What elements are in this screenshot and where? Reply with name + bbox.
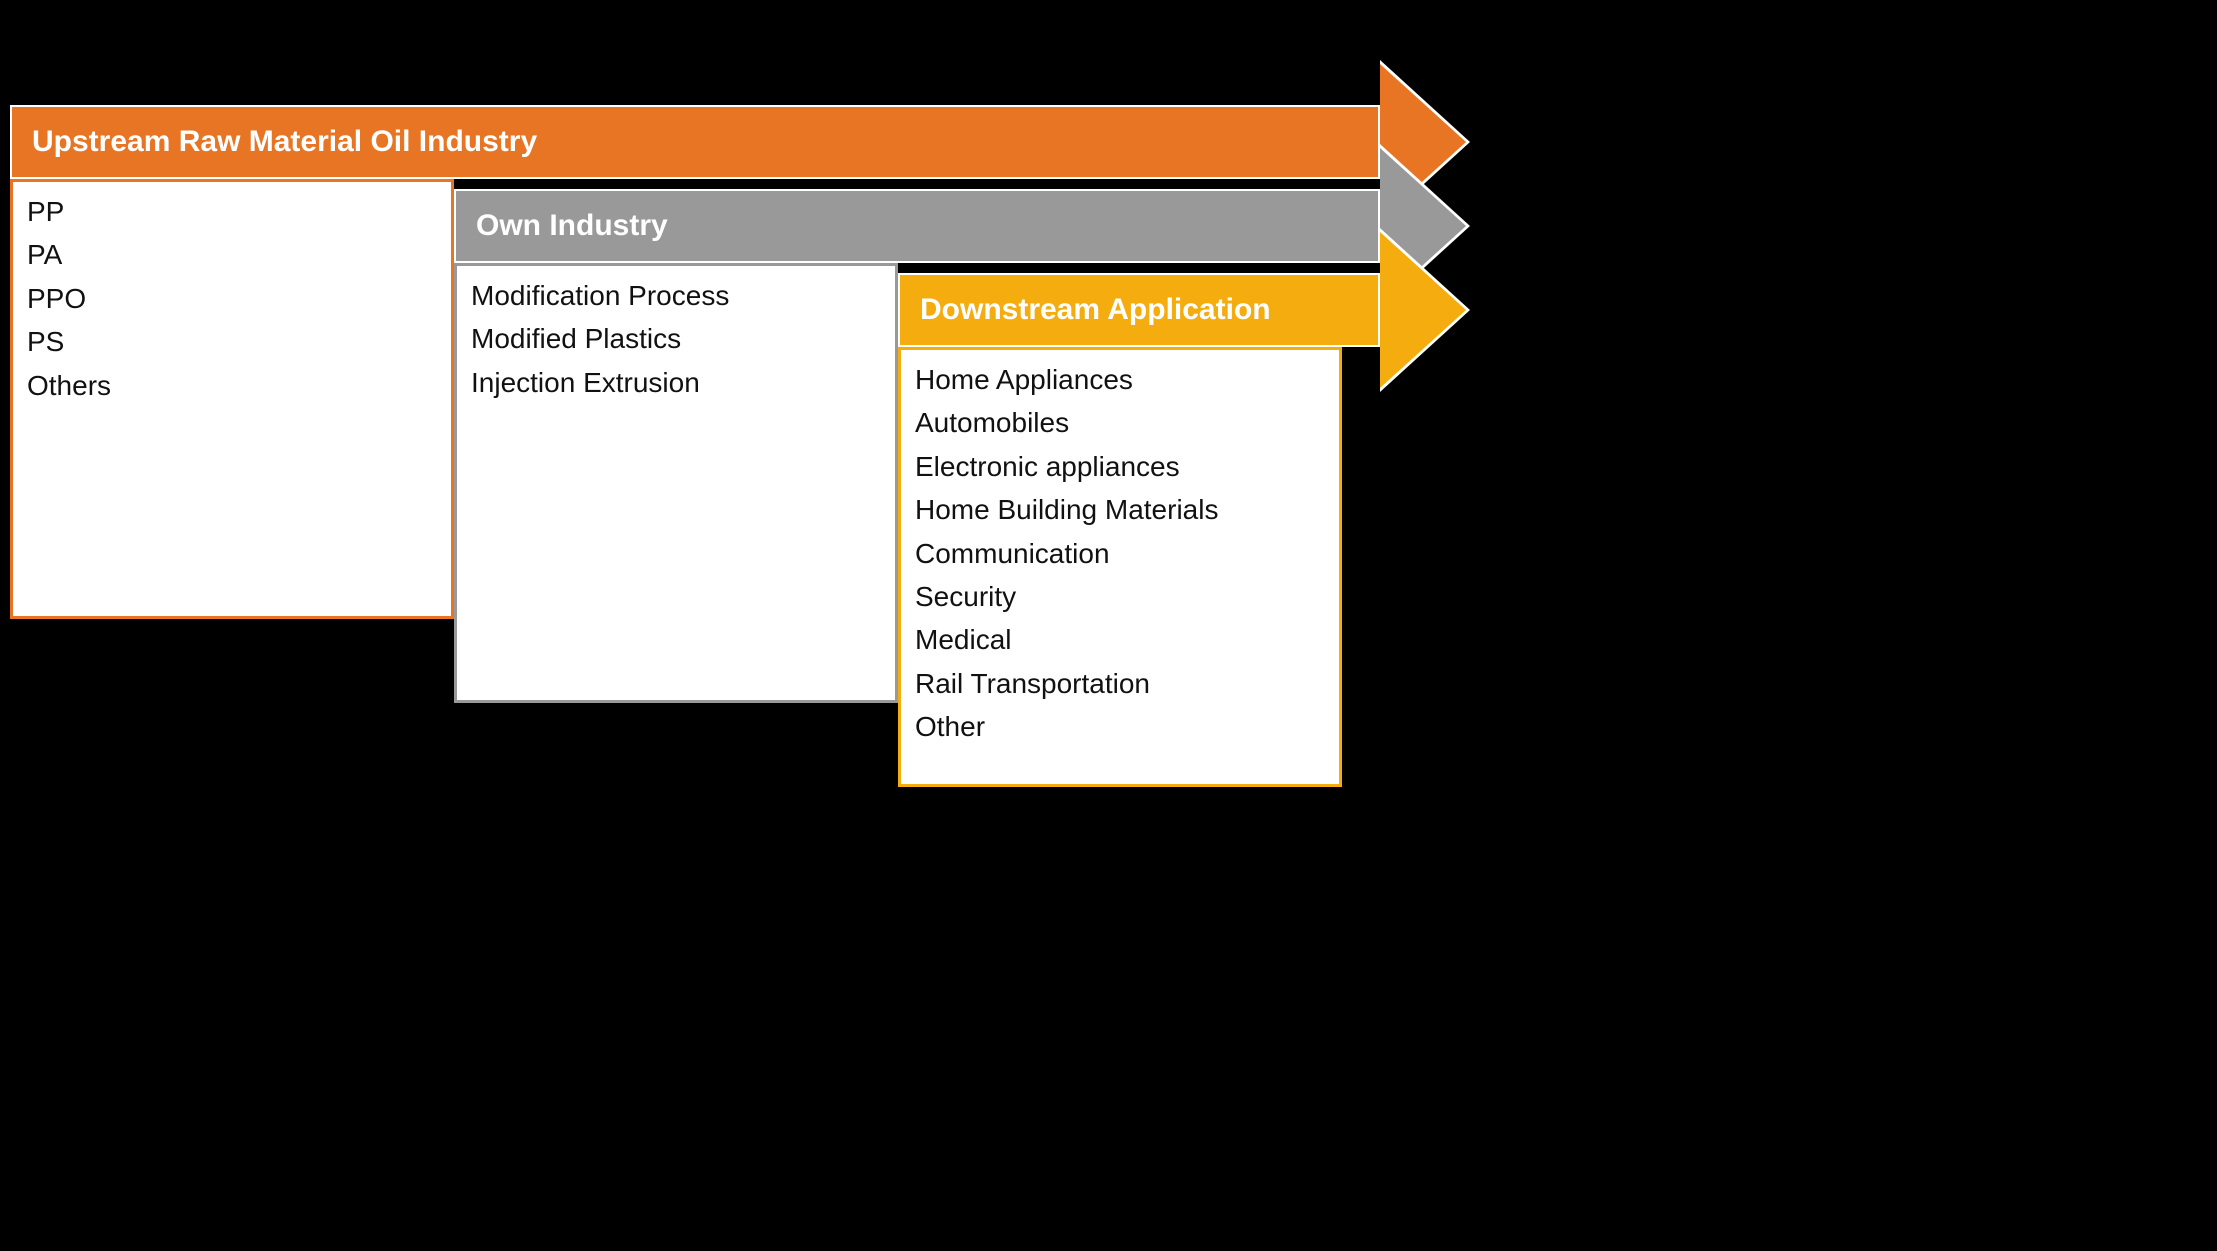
downstream-item: Electronic appliances	[915, 445, 1325, 488]
downstream-arrow-head	[1380, 232, 1466, 388]
downstream-title: Downstream Application	[900, 275, 1378, 345]
downstream-item: Medical	[915, 618, 1325, 661]
downstream-item: Communication	[915, 532, 1325, 575]
own-item: Modification Process	[471, 274, 881, 317]
downstream-item: Automobiles	[915, 401, 1325, 444]
downstream-item: Security	[915, 575, 1325, 618]
upstream-item: PA	[27, 233, 437, 276]
downstream-panel: Home Appliances Automobiles Electronic a…	[898, 347, 1342, 787]
own-arrow-bar: Own Industry	[454, 189, 1380, 263]
downstream-item: Home Appliances	[915, 358, 1325, 401]
upstream-title: Upstream Raw Material Oil Industry	[12, 107, 1378, 177]
downstream-arrow-bar: Downstream Application	[898, 273, 1380, 347]
downstream-item: Rail Transportation	[915, 662, 1325, 705]
own-panel: Modification Process Modified Plastics I…	[454, 263, 898, 703]
upstream-item: Others	[27, 364, 437, 407]
own-item: Injection Extrusion	[471, 361, 881, 404]
upstream-panel: PP PA PPO PS Others	[10, 179, 454, 619]
own-item: Modified Plastics	[471, 317, 881, 360]
upstream-item: PPO	[27, 277, 437, 320]
upstream-item: PS	[27, 320, 437, 363]
downstream-item: Other	[915, 705, 1325, 748]
value-chain-diagram: Upstream Raw Material Oil Industry PP PA…	[0, 0, 1500, 822]
own-title: Own Industry	[456, 191, 1378, 261]
downstream-item: Home Building Materials	[915, 488, 1325, 531]
upstream-item: PP	[27, 190, 437, 233]
upstream-arrow-bar: Upstream Raw Material Oil Industry	[10, 105, 1380, 179]
